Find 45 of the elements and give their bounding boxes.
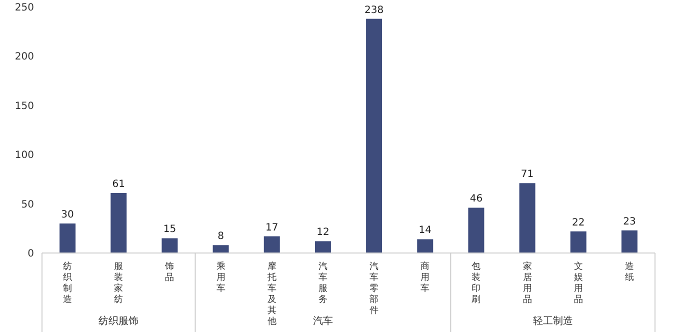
x-tick-label: 汽车服务 — [318, 261, 328, 305]
x-tick-label: 服装家纺 — [114, 262, 124, 305]
data-label: 8 — [218, 231, 224, 242]
y-tick-label: 250 — [14, 2, 34, 14]
text: 轻工制造 — [532, 315, 573, 327]
data-label: 12 — [316, 227, 330, 238]
x-tick-label: 造纸 — [624, 261, 634, 283]
data-label: 71 — [520, 169, 534, 180]
y-tick-label: 200 — [14, 52, 34, 63]
y-tick-label: 150 — [14, 100, 34, 112]
x-tick-label: 文娱用品 — [574, 261, 583, 305]
bar — [621, 230, 638, 253]
data-label: 30 — [61, 209, 74, 220]
data-label: 23 — [623, 216, 636, 228]
bar — [110, 192, 127, 253]
x-tick-label: 饰品 — [164, 261, 174, 283]
bar — [366, 18, 382, 253]
bar — [264, 236, 280, 253]
x-tick-label: 摩托车及其他 — [266, 261, 276, 327]
bar — [60, 223, 76, 253]
y-tick-label: 0 — [28, 248, 34, 260]
data-label: 22 — [572, 217, 585, 228]
x-tick-label: 纺织制造 — [63, 261, 72, 305]
data-label: 14 — [418, 225, 432, 236]
data-label: 46 — [470, 194, 483, 205]
y-tick-label: 50 — [21, 199, 34, 210]
bar — [314, 241, 331, 253]
x-tick-label: 乘用车 — [216, 261, 226, 294]
x-tick-label: 家居用品 — [522, 261, 532, 305]
data-label: 61 — [112, 178, 125, 190]
bar — [519, 183, 536, 253]
bar — [468, 208, 484, 253]
text: 纺织服饰 — [98, 315, 139, 327]
data-label: 238 — [364, 4, 384, 16]
bar — [570, 231, 586, 253]
text: 汽车 — [312, 315, 333, 327]
x-tick-label: 汽车零部件 — [370, 261, 379, 316]
bar — [212, 245, 229, 253]
y-tick-label: 100 — [14, 150, 34, 162]
x-tick-label: 商用车 — [420, 261, 430, 294]
data-label: 15 — [163, 224, 176, 236]
data-label: 17 — [266, 222, 278, 234]
bar — [417, 239, 434, 253]
bar — [162, 238, 178, 253]
x-tick-label: 包装印刷 — [472, 261, 481, 305]
